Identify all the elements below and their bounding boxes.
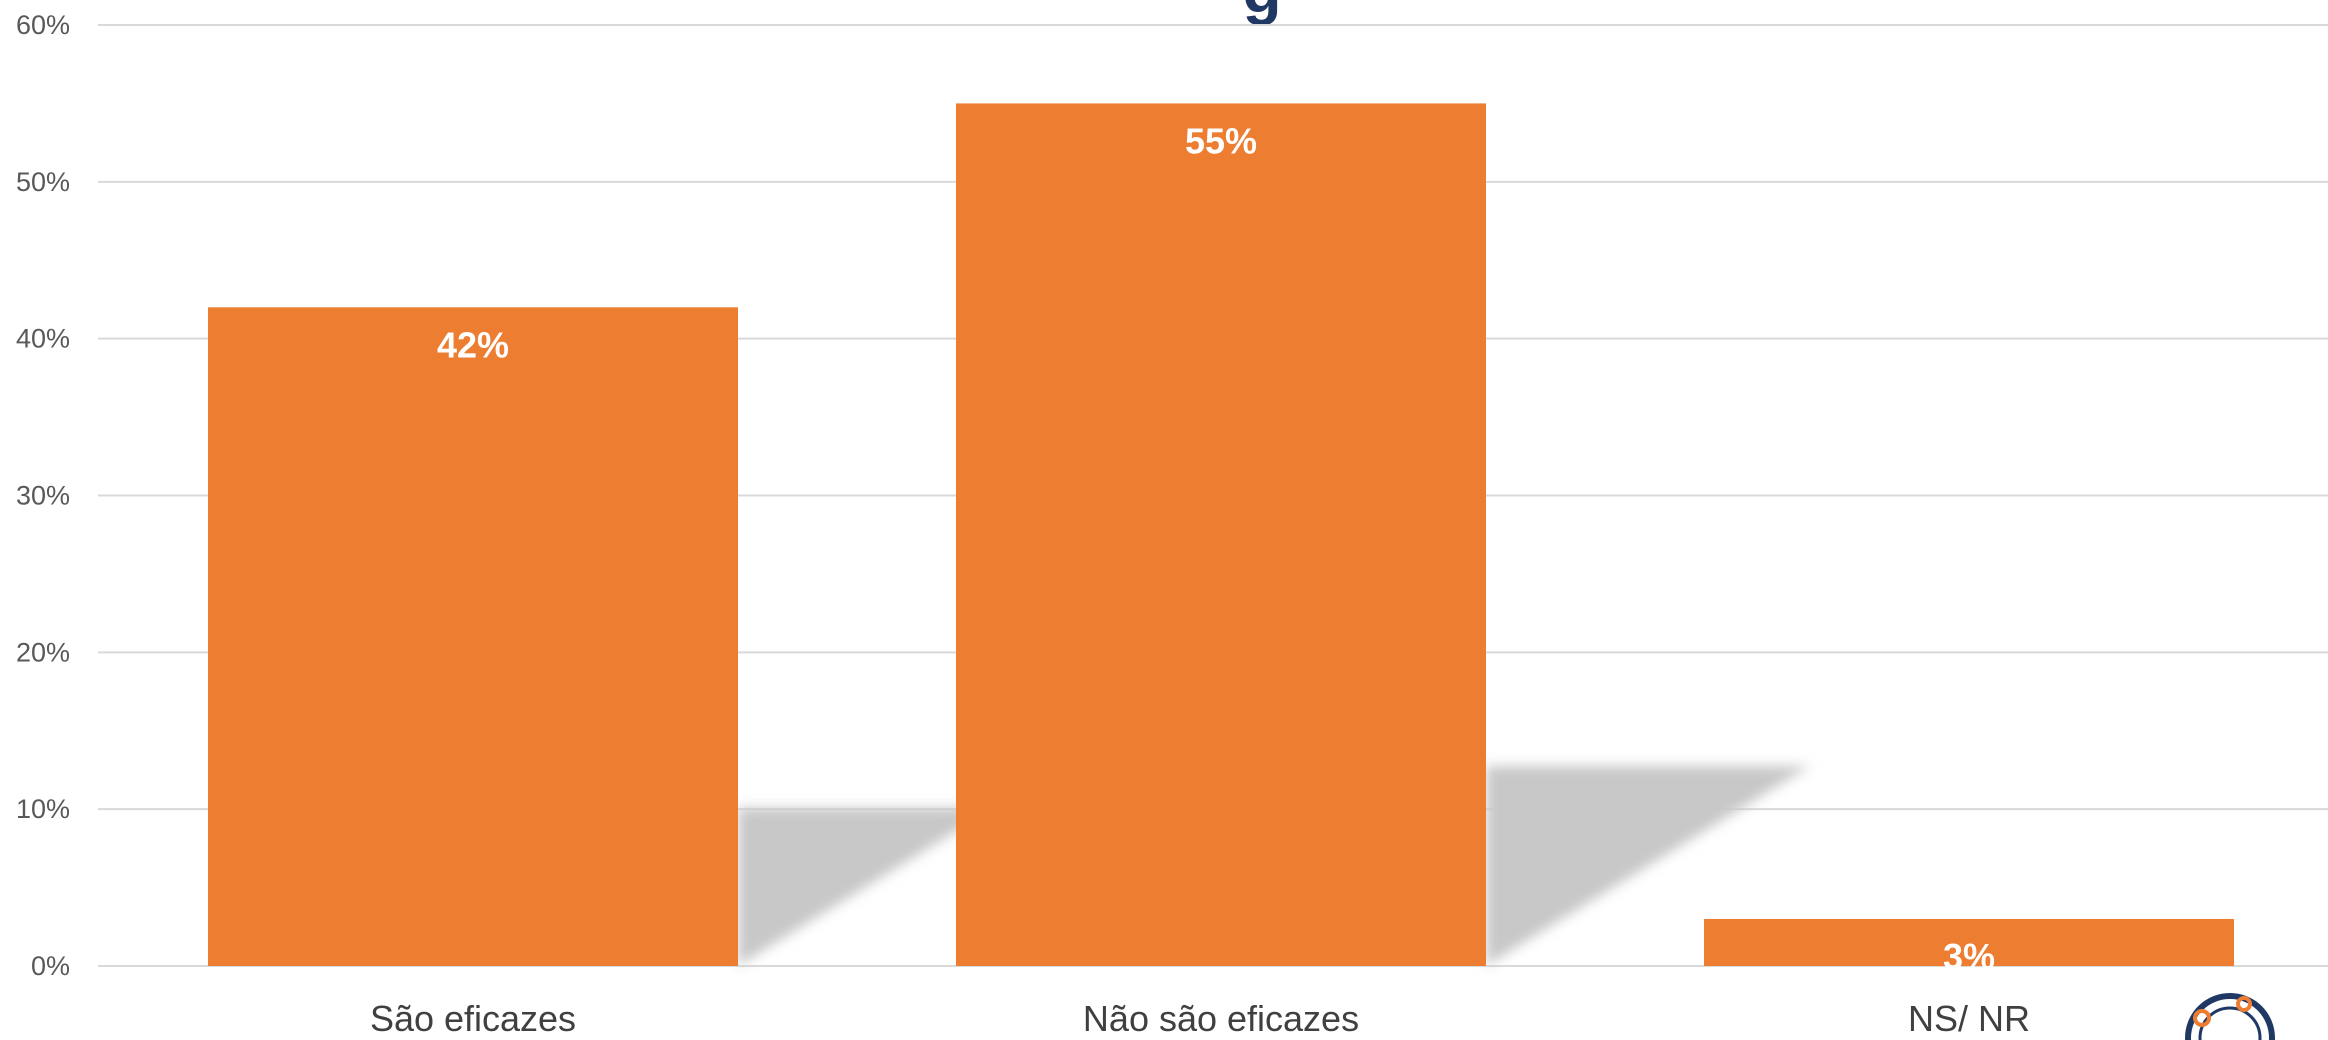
y-tick-label: 0% xyxy=(31,951,70,981)
circular-logo-icon xyxy=(2185,993,2275,1040)
bar-shadows xyxy=(738,766,1810,966)
y-tick-label: 50% xyxy=(16,167,70,197)
y-axis-tick-labels: 0% 10% 20% 30% 40% 50% 60% xyxy=(16,10,70,981)
y-tick-label: 30% xyxy=(16,481,70,511)
data-labels: 42% 55% 3% xyxy=(437,120,1995,977)
data-label: 55% xyxy=(1185,120,1257,161)
data-label: 42% xyxy=(437,324,509,365)
bar xyxy=(208,307,738,966)
bar-shadow xyxy=(738,807,995,966)
y-tick-label: 20% xyxy=(16,637,70,667)
x-axis-category-labels: São eficazes Não são eficazes NS/ NR xyxy=(370,998,2030,1039)
bar-shadow xyxy=(1486,766,1810,966)
data-label: 3% xyxy=(1943,936,1995,977)
bar xyxy=(956,103,1486,966)
y-tick-label: 60% xyxy=(16,10,70,40)
bars xyxy=(208,103,2234,966)
category-label: NS/ NR xyxy=(1908,998,2030,1039)
category-label: Não são eficazes xyxy=(1083,998,1359,1039)
y-tick-label: 10% xyxy=(16,794,70,824)
chart-title-fragment: g xyxy=(1242,0,1281,26)
category-label: São eficazes xyxy=(370,998,576,1039)
y-tick-label: 40% xyxy=(16,324,70,354)
bar xyxy=(1704,918,2234,966)
